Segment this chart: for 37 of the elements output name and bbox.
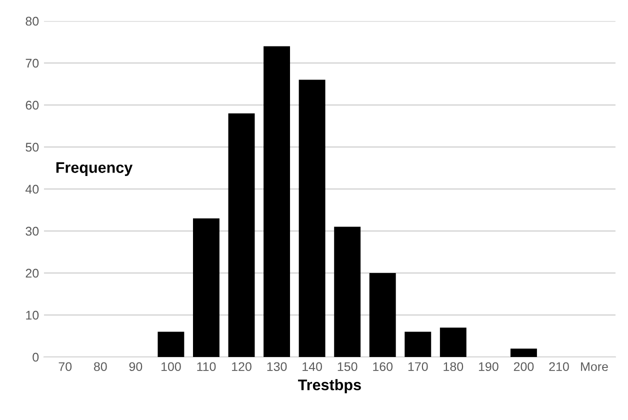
x-tick-label: 160 bbox=[373, 362, 393, 372]
x-tick-label: More bbox=[581, 362, 608, 372]
x-tick-label: 120 bbox=[232, 362, 252, 372]
bar bbox=[334, 226, 361, 357]
x-tick-label: 140 bbox=[302, 362, 322, 372]
x-tick-label: 170 bbox=[408, 362, 428, 372]
bar bbox=[510, 348, 537, 357]
y-tick-label: 20 bbox=[26, 268, 39, 278]
x-tick-label: 70 bbox=[58, 362, 72, 372]
x-tick-label: 80 bbox=[94, 362, 107, 372]
bar bbox=[298, 80, 326, 357]
bar bbox=[264, 46, 290, 357]
bar bbox=[228, 113, 255, 357]
y-tick-label: 50 bbox=[26, 142, 39, 152]
y-tick-label: 70 bbox=[26, 58, 39, 68]
x-axis-title: Trestbps bbox=[298, 379, 361, 394]
x-tick-label: 100 bbox=[161, 362, 181, 372]
bar bbox=[404, 332, 432, 357]
y-axis-title: Frequency bbox=[56, 162, 133, 176]
x-tick-label: 180 bbox=[444, 362, 464, 372]
x-tick-label: 210 bbox=[549, 362, 569, 372]
x-tick-label: 200 bbox=[514, 362, 534, 372]
y-tick-label: 40 bbox=[25, 184, 39, 194]
x-tick-label: 110 bbox=[197, 362, 216, 372]
bar bbox=[193, 218, 220, 357]
y-tick-label: 80 bbox=[26, 16, 39, 26]
x-tick-label: 130 bbox=[267, 362, 287, 372]
bar bbox=[369, 273, 396, 357]
bar bbox=[440, 328, 466, 357]
y-tick-label: 10 bbox=[26, 310, 39, 320]
x-tick-label: 150 bbox=[338, 362, 358, 372]
x-tick-label: 190 bbox=[478, 362, 498, 372]
x-tick-label: 90 bbox=[129, 362, 142, 372]
y-tick-label: 60 bbox=[26, 100, 39, 110]
y-tick-label: 30 bbox=[26, 226, 39, 236]
bar bbox=[158, 332, 184, 357]
y-tick-label: 0 bbox=[32, 352, 39, 362]
